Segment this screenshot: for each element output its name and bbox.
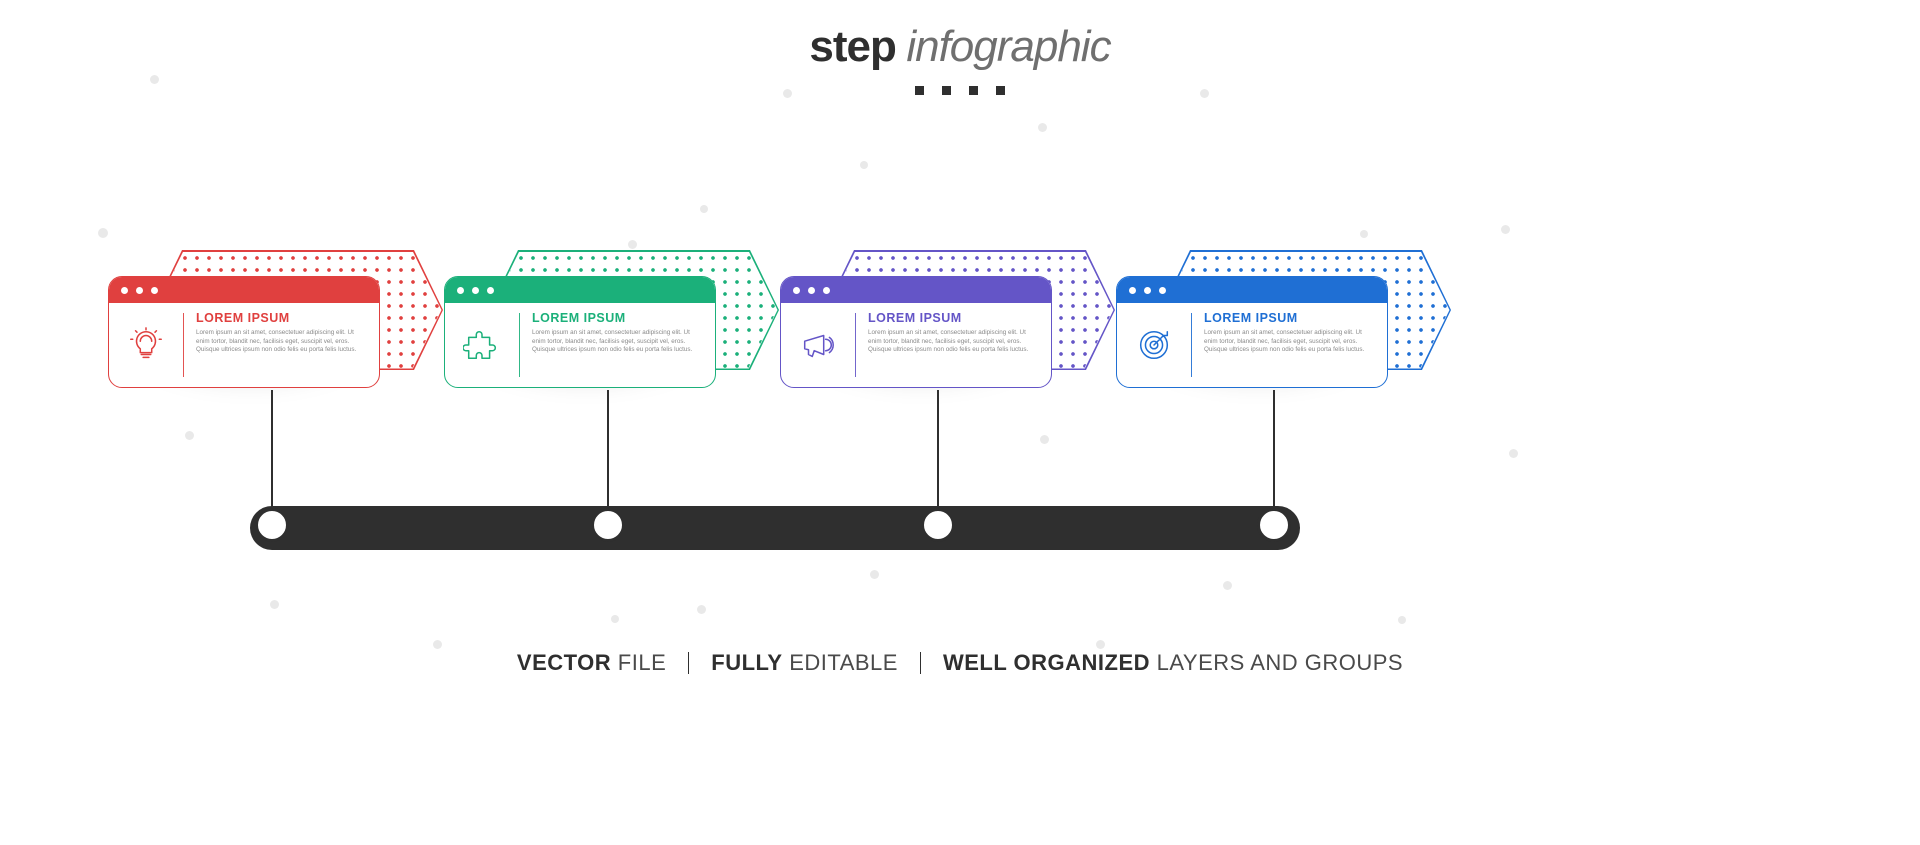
- title-bold: step: [809, 22, 895, 72]
- steps-row: LOREM IPSUM Lorem ipsum an sit amet, cons…: [0, 250, 1920, 410]
- step-title: LOREM IPSUM: [532, 311, 703, 325]
- step-card: LOREM IPSUM Lorem ipsum an sit amet, cons…: [1116, 276, 1388, 388]
- bg-dot: [98, 228, 108, 238]
- card-header-bar: [1117, 277, 1387, 303]
- puzzle-icon: [445, 303, 519, 387]
- card-divider: [183, 313, 184, 377]
- bg-dot: [697, 605, 706, 614]
- bg-dot: [611, 615, 619, 623]
- bg-dot: [150, 75, 159, 84]
- card-divider: [1191, 313, 1192, 377]
- step-2: LOREM IPSUM Lorem ipsum an sit amet, cons…: [444, 250, 779, 390]
- step-card: LOREM IPSUM Lorem ipsum an sit amet, cons…: [780, 276, 1052, 388]
- step-card: LOREM IPSUM Lorem ipsum an sit amet, cons…: [444, 276, 716, 388]
- step-card: LOREM IPSUM Lorem ipsum an sit amet, cons…: [108, 276, 380, 388]
- header: step infographic: [0, 22, 1920, 100]
- bg-dot: [1509, 449, 1518, 458]
- bg-dot: [1398, 616, 1406, 624]
- timeline-bar: [250, 506, 1300, 550]
- bg-dot: [860, 161, 868, 169]
- bg-dot: [1040, 435, 1049, 444]
- step-body-text: Lorem ipsum an sit amet, consectetuer ad…: [532, 329, 703, 355]
- step-title: LOREM IPSUM: [1204, 311, 1375, 325]
- card-divider: [855, 313, 856, 377]
- step-body-text: Lorem ipsum an sit amet, consectetuer ad…: [868, 329, 1039, 355]
- footer: VECTOR FILEFULLY EDITABLEWELL ORGANIZED …: [0, 650, 1920, 676]
- bg-dot: [1501, 225, 1510, 234]
- card-divider: [519, 313, 520, 377]
- footer-separator: [920, 652, 921, 674]
- step-4: LOREM IPSUM Lorem ipsum an sit amet, cons…: [1116, 250, 1451, 390]
- card-header-bar: [781, 277, 1051, 303]
- target-icon: [1117, 303, 1191, 387]
- footer-light: LAYERS AND GROUPS: [1150, 650, 1403, 675]
- bg-dot: [1096, 640, 1105, 649]
- bg-dot: [783, 89, 792, 98]
- bg-dot: [1200, 89, 1209, 98]
- footer-separator: [688, 652, 689, 674]
- timeline-node: [591, 508, 625, 542]
- card-header-bar: [445, 277, 715, 303]
- bg-dot: [628, 240, 637, 249]
- timeline-node: [921, 508, 955, 542]
- step-title: LOREM IPSUM: [196, 311, 367, 325]
- bg-dot: [433, 640, 442, 649]
- bg-dot: [870, 570, 879, 579]
- timeline-node: [1257, 508, 1291, 542]
- bg-dot: [1223, 581, 1232, 590]
- bg-dot: [1360, 230, 1368, 238]
- bg-dot: [270, 600, 279, 609]
- footer-bold: FULLY: [711, 650, 782, 675]
- step-body-text: Lorem ipsum an sit amet, consectetuer ad…: [196, 329, 367, 355]
- step-3: LOREM IPSUM Lorem ipsum an sit amet, cons…: [780, 250, 1115, 390]
- title-deco-dots: [0, 82, 1920, 100]
- lightbulb-icon: [109, 303, 183, 387]
- footer-bold: VECTOR: [517, 650, 611, 675]
- megaphone-icon: [781, 303, 855, 387]
- step-title: LOREM IPSUM: [868, 311, 1039, 325]
- bg-dot: [1038, 123, 1047, 132]
- footer-bold: WELL ORGANIZED: [943, 650, 1150, 675]
- timeline-node: [255, 508, 289, 542]
- title-italic: infographic: [906, 22, 1110, 72]
- step-body-text: Lorem ipsum an sit amet, consectetuer ad…: [1204, 329, 1375, 355]
- bg-dot: [700, 205, 708, 213]
- footer-light: FILE: [611, 650, 666, 675]
- footer-light: EDITABLE: [783, 650, 898, 675]
- bg-dot: [185, 431, 194, 440]
- step-1: LOREM IPSUM Lorem ipsum an sit amet, cons…: [108, 250, 443, 390]
- card-header-bar: [109, 277, 379, 303]
